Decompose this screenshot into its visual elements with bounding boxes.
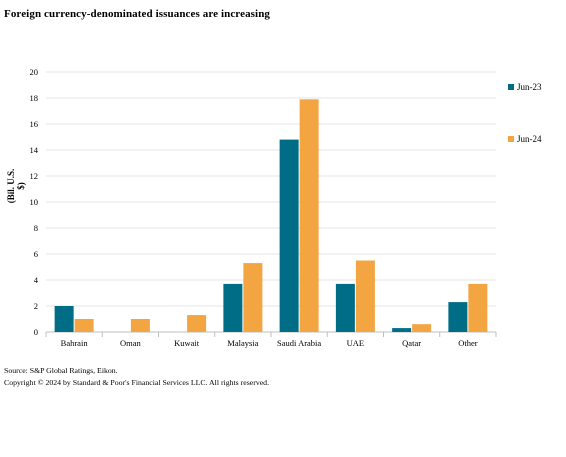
bar-jun-24-qatar bbox=[412, 324, 432, 332]
x-tick-label: Bahrain bbox=[61, 338, 89, 348]
x-tick-label: Qatar bbox=[402, 338, 421, 348]
x-tick-label: UAE bbox=[347, 338, 364, 348]
bar-jun-23-malaysia bbox=[223, 283, 243, 332]
bar-jun-24-saudi-arabia bbox=[299, 99, 319, 332]
bar-jun-24-bahrain bbox=[74, 319, 94, 332]
bar-jun-24-uae bbox=[355, 260, 375, 332]
x-tick-label: Oman bbox=[120, 338, 142, 348]
x-tick-label: Other bbox=[458, 338, 478, 348]
legend-label-jun-23: Jun-23 bbox=[517, 82, 542, 92]
bar-jun-23-qatar bbox=[392, 328, 412, 332]
y-tick-label: 8 bbox=[34, 223, 38, 233]
bar-jun-24-kuwait bbox=[187, 315, 207, 332]
legend-swatch-jun-24 bbox=[508, 136, 514, 142]
legend-label-jun-24: Jun-24 bbox=[517, 134, 542, 144]
y-tick-label: 6 bbox=[34, 249, 38, 259]
y-tick-label: 18 bbox=[30, 93, 39, 103]
legend-swatch-jun-23 bbox=[508, 84, 514, 90]
source-note: Source: S&P Global Ratings, Eikon. bbox=[4, 366, 118, 375]
y-tick-label: 0 bbox=[34, 327, 38, 337]
bar-jun-24-oman bbox=[130, 319, 150, 332]
y-tick-label: 20 bbox=[30, 67, 39, 77]
bar-jun-23-saudi-arabia bbox=[279, 139, 299, 332]
bar-jun-23-bahrain bbox=[54, 306, 74, 332]
x-tick-label: Kuwait bbox=[174, 338, 200, 348]
x-tick-label: Malaysia bbox=[227, 338, 258, 348]
y-tick-label: 2 bbox=[34, 301, 38, 311]
x-tick-label: Saudi Arabia bbox=[277, 338, 321, 348]
y-tick-label: 10 bbox=[30, 197, 39, 207]
y-tick-label: 16 bbox=[30, 119, 39, 129]
bar-jun-24-other bbox=[468, 283, 488, 332]
y-tick-label: 12 bbox=[30, 171, 39, 181]
copyright-note: Copyright © 2024 by Standard & Poor's Fi… bbox=[4, 378, 270, 387]
bar-jun-24-malaysia bbox=[243, 263, 263, 332]
bar-jun-23-other bbox=[448, 302, 468, 332]
chart-title: Foreign currency-denominated issuances a… bbox=[4, 8, 271, 20]
bar-jun-23-uae bbox=[335, 283, 355, 332]
y-tick-label: 14 bbox=[30, 145, 39, 155]
y-tick-label: 4 bbox=[34, 275, 39, 285]
